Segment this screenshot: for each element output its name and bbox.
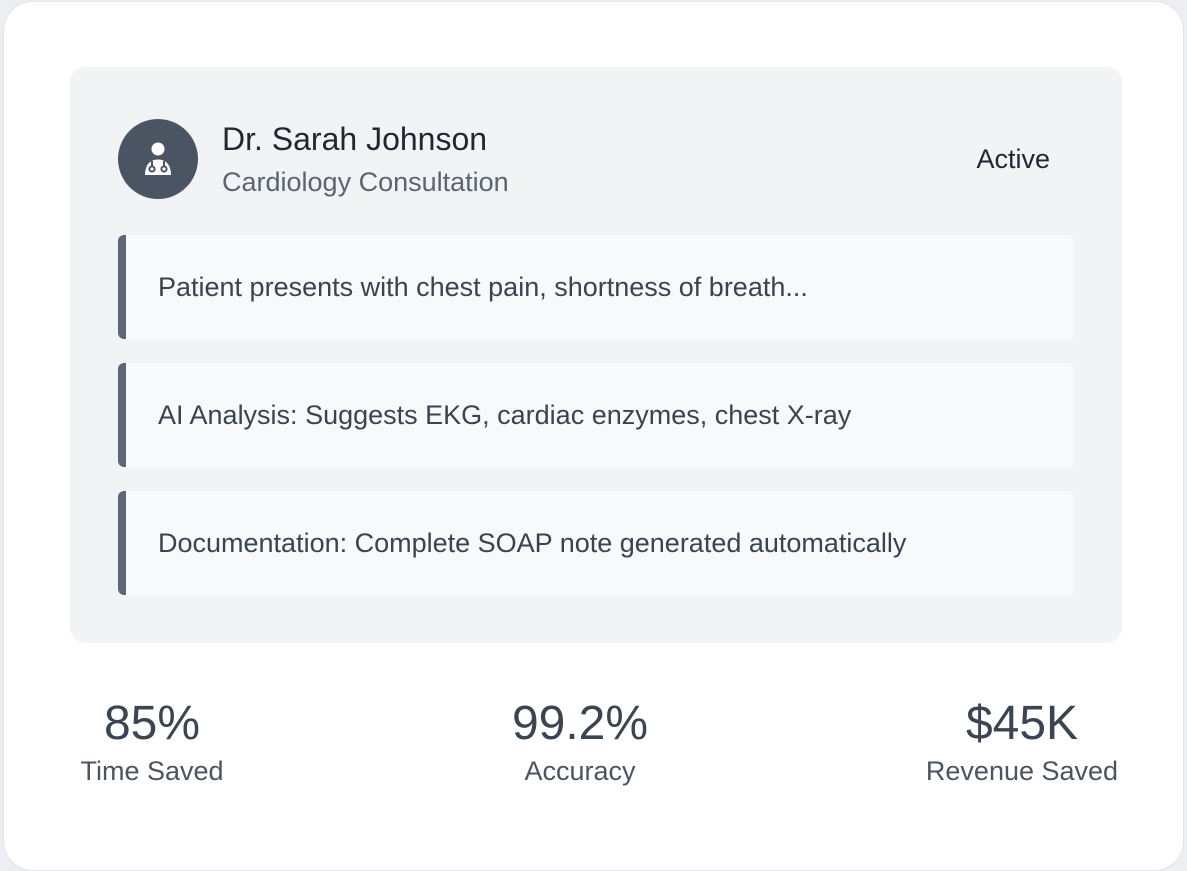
stat-value: $45K <box>965 697 1079 750</box>
doctor-icon <box>145 142 171 175</box>
note-text: Patient presents with chest pain, shortn… <box>158 271 808 302</box>
consultation-panel: Dr. Sarah Johnson Cardiology Consultatio… <box>70 67 1122 643</box>
stat-label: Accuracy <box>524 756 636 786</box>
note-item-ai-analysis: AI Analysis: Suggests EKG, cardiac enzym… <box>118 363 1074 467</box>
doctor-name: Dr. Sarah Johnson <box>222 121 488 157</box>
stat-value: 99.2% <box>511 697 649 750</box>
note-item-patient-presentation: Patient presents with chest pain, shortn… <box>118 235 1074 339</box>
note-item-documentation: Documentation: Complete SOAP note genera… <box>118 491 1074 595</box>
note-text: Documentation: Complete SOAP note genera… <box>158 527 907 558</box>
stat-revenue-saved: $45K Revenue Saved <box>916 694 1128 788</box>
stat-label: Time Saved <box>80 756 224 786</box>
consultation-type: Cardiology Consultation <box>222 167 509 197</box>
stat-label: Revenue Saved <box>925 756 1119 786</box>
stat-value: 85% <box>103 697 201 750</box>
stat-time-saved: 85% Time Saved <box>72 694 232 788</box>
status-badge: Active <box>976 144 1050 174</box>
note-text: AI Analysis: Suggests EKG, cardiac enzym… <box>158 399 852 430</box>
stat-accuracy: 99.2% Accuracy <box>500 694 660 788</box>
outer-card: Dr. Sarah Johnson Cardiology Consultatio… <box>3 1 1184 871</box>
avatar <box>118 119 198 199</box>
